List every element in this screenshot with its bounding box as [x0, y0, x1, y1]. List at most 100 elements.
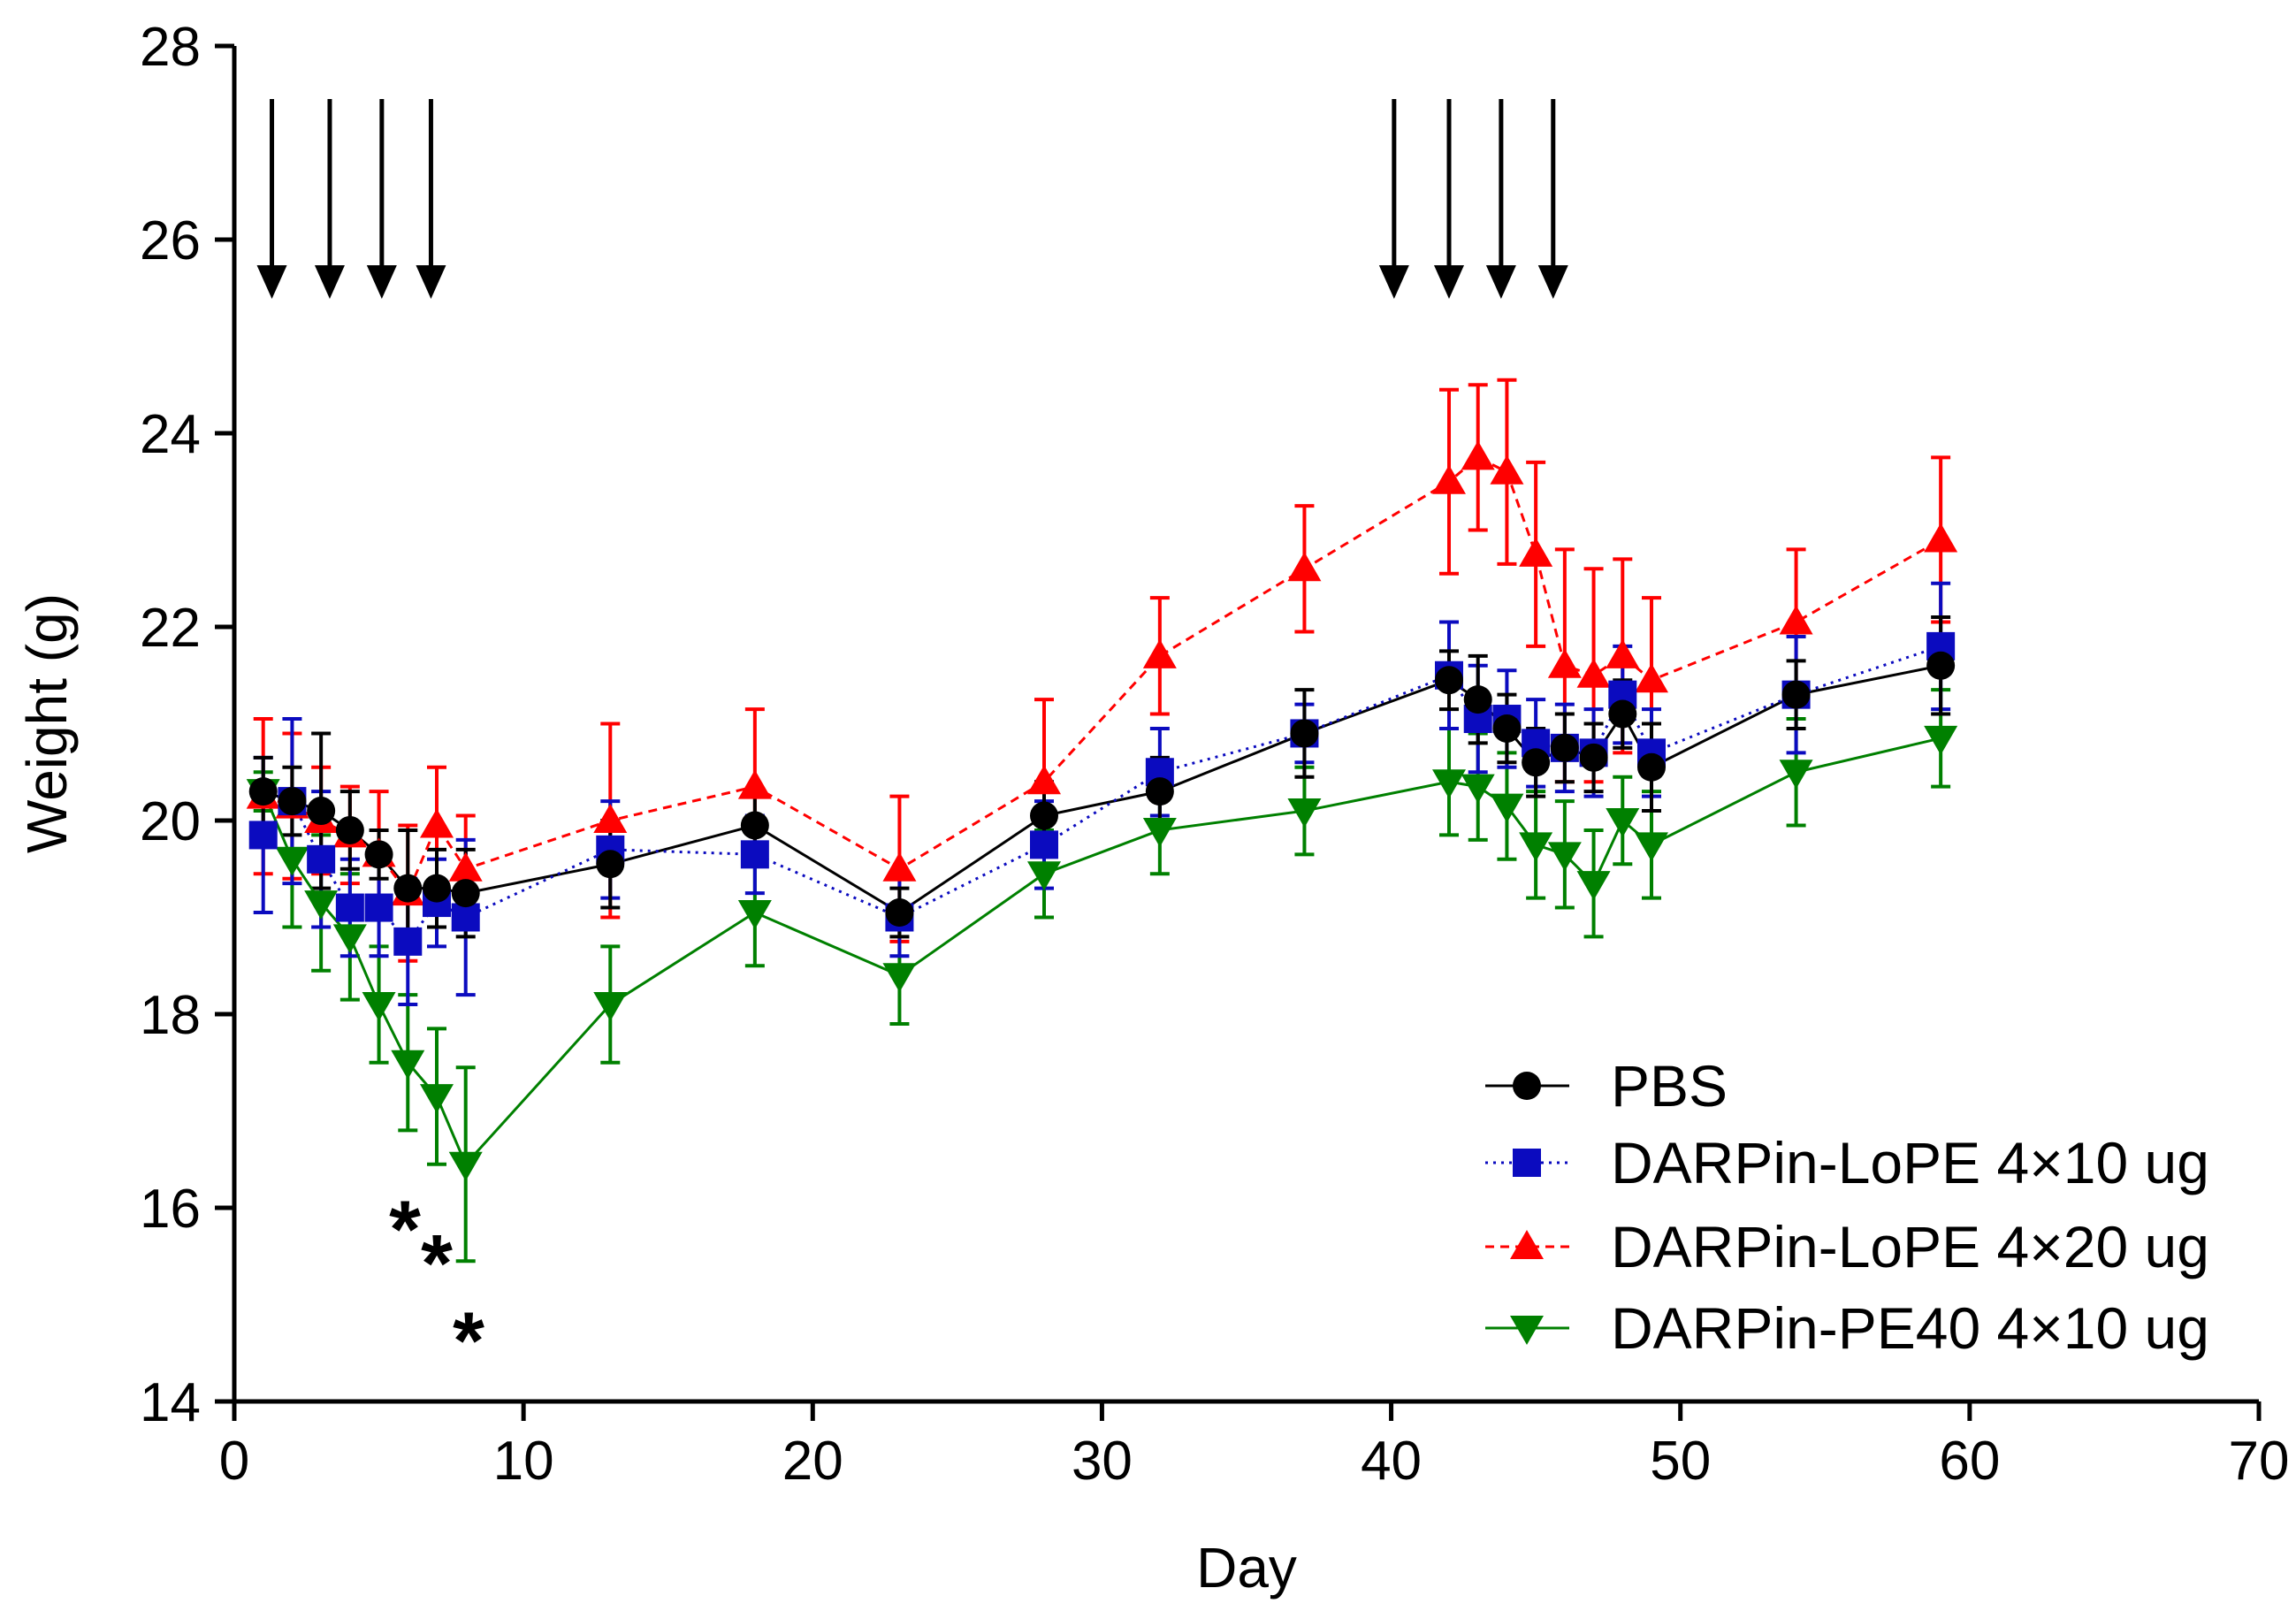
y-tick-label: 28 [140, 17, 201, 78]
data-point-lope-20 [1576, 658, 1611, 688]
data-point-pe40-10 [737, 900, 772, 930]
legend-label-pbs: PBS [1611, 1053, 1728, 1119]
y-tick-label: 22 [140, 598, 201, 659]
data-point-lope-20 [1461, 440, 1495, 470]
data-point-pe40-10 [882, 963, 917, 993]
data-point-pbs [1492, 714, 1522, 743]
data-point-pbs [1637, 752, 1666, 782]
y-tick-label: 18 [140, 985, 201, 1046]
data-point-pbs [596, 850, 625, 879]
data-point-lope-20 [1490, 454, 1524, 485]
y-tick-label: 24 [140, 404, 201, 465]
data-point-lope-10 [248, 821, 278, 850]
data-point-pe40-10 [332, 924, 367, 954]
data-markers [246, 440, 1958, 1181]
dosing-arrow-head [1537, 265, 1568, 299]
x-tick-label: 60 [1939, 1431, 2000, 1492]
significance-star: * [453, 1296, 484, 1386]
legend-marker-lope-10 [1513, 1149, 1541, 1177]
data-point-pbs [1550, 733, 1579, 762]
data-point-pe40-10 [1432, 769, 1466, 799]
data-point-pe40-10 [304, 890, 339, 920]
data-point-pe40-10 [1779, 760, 1813, 790]
data-point-pbs [1290, 719, 1319, 748]
data-point-lope-20 [1547, 648, 1582, 678]
data-point-pe40-10 [1576, 871, 1611, 901]
data-point-lope-10 [1030, 830, 1058, 859]
data-point-lope-20 [1635, 663, 1668, 693]
legend-label-lope-10: DARPin-LoPE 4×10 ug [1611, 1130, 2209, 1195]
data-point-pbs [1522, 748, 1551, 777]
data-point-pbs [1030, 801, 1058, 830]
data-point-pe40-10 [1287, 798, 1322, 828]
x-tick-label: 50 [1650, 1431, 1711, 1492]
data-point-pbs [1926, 651, 1956, 680]
data-point-pe40-10 [1547, 842, 1582, 872]
x-tick-label: 0 [219, 1431, 249, 1492]
data-point-pe40-10 [362, 992, 396, 1022]
x-tick-label: 20 [782, 1431, 843, 1492]
x-tick-label: 70 [2229, 1431, 2290, 1492]
data-point-pe40-10 [391, 1050, 425, 1080]
x-ticks: 0 10 20 30 40 50 60 70 [219, 1401, 2290, 1492]
data-point-lope-20 [1519, 537, 1553, 567]
dosing-arrow-head [256, 265, 287, 299]
data-point-pbs [1608, 699, 1637, 729]
x-axis-title: Day [1196, 1536, 1297, 1600]
data-point-pbs [451, 879, 480, 908]
data-point-lope-10 [335, 893, 364, 922]
data-point-lope-10 [307, 844, 336, 874]
data-point-pe40-10 [1924, 725, 1958, 755]
data-point-pbs [1435, 666, 1463, 695]
data-point-pe40-10 [1606, 808, 1640, 837]
dosing-arrow-head [366, 265, 397, 299]
data-point-lope-20 [448, 851, 483, 882]
legend-marker-pe40-10 [1510, 1316, 1544, 1345]
legend-label-lope-20: DARPin-LoPE 4×20 ug [1611, 1214, 2209, 1279]
legend: PBS DARPin-LoPE 4×10 ug DARPin-LoPE 4×20… [1485, 1053, 2209, 1361]
data-point-pe40-10 [1635, 832, 1668, 862]
data-point-pe40-10 [1519, 832, 1553, 862]
series-line-lope-20 [263, 455, 1941, 897]
legend-item-lope-20: DARPin-LoPE 4×20 ug [1485, 1214, 2209, 1279]
data-point-pe40-10 [275, 846, 309, 876]
data-point-pbs [307, 797, 336, 826]
data-point-pbs [1463, 685, 1492, 714]
data-point-lope-20 [1432, 464, 1466, 494]
data-point-pbs [393, 874, 423, 903]
data-point-pbs [278, 787, 307, 816]
data-point-pbs [885, 898, 914, 928]
significance-star: * [389, 1185, 421, 1275]
data-point-lope-20 [420, 808, 454, 838]
data-point-pbs [740, 811, 769, 840]
data-point-pbs [423, 874, 451, 903]
data-point-lope-20 [593, 804, 628, 833]
x-tick-label: 10 [493, 1431, 554, 1492]
data-point-lope-20 [1606, 638, 1640, 668]
y-ticks: 14 16 18 20 22 24 26 28 [140, 17, 234, 1433]
legend-marker-lope-20 [1510, 1230, 1544, 1259]
y-tick-label: 14 [140, 1372, 201, 1433]
data-point-pe40-10 [1461, 774, 1495, 804]
dosing-arrow-head [314, 265, 345, 299]
legend-marker-pbs [1513, 1072, 1541, 1100]
data-point-pe40-10 [448, 1151, 483, 1181]
data-point-pbs [1145, 777, 1174, 806]
data-point-pe40-10 [1027, 861, 1061, 891]
series-line-lope-10 [262, 645, 1941, 944]
data-point-pe40-10 [420, 1084, 454, 1114]
significance-stars: * ** [389, 1185, 484, 1386]
data-point-lope-20 [882, 851, 917, 882]
x-tick-label: 40 [1361, 1431, 1422, 1492]
y-axis-title: Weight (g) [15, 593, 79, 853]
data-point-pe40-10 [1490, 793, 1524, 823]
dosing-arrow-head [416, 265, 446, 299]
error-bars [253, 378, 1951, 1264]
data-point-pe40-10 [593, 992, 628, 1022]
data-point-lope-20 [1779, 605, 1813, 635]
data-point-pe40-10 [1142, 817, 1177, 847]
legend-item-pbs: PBS [1485, 1053, 1728, 1119]
legend-label-pe40-10: DARPin-PE40 4×10 ug [1611, 1295, 2209, 1361]
data-point-lope-10 [393, 927, 423, 956]
